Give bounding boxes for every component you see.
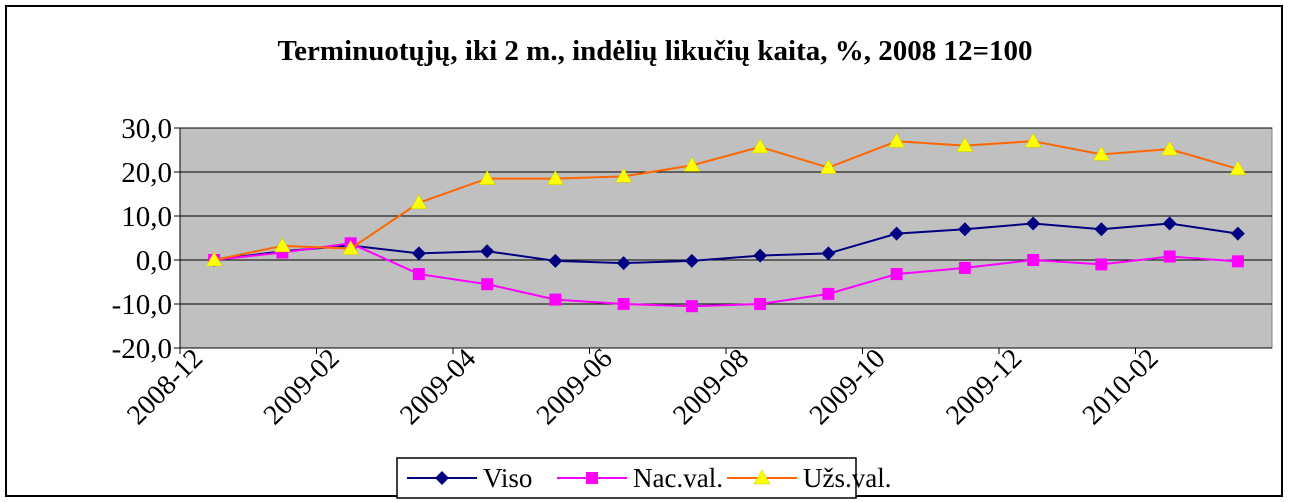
- y-tick-label: -10,0: [112, 289, 172, 321]
- y-tick-label: 0,0: [136, 245, 172, 277]
- data-point: [205, 251, 223, 267]
- chart-title: Terminuotųjų, iki 2 m., indėlių likučių …: [277, 35, 1033, 67]
- data-point: [546, 170, 564, 185]
- y-tick-label: -20,0: [112, 333, 172, 365]
- data-point: [1027, 254, 1040, 266]
- data-point: [478, 170, 496, 185]
- data-point: [1163, 250, 1176, 263]
- data-point: [683, 156, 701, 172]
- y-tick-label: 10,0: [121, 201, 172, 233]
- series-line: [213, 222, 1239, 265]
- data-point: [273, 237, 291, 253]
- y-tick-label: 20,0: [121, 157, 172, 189]
- series-line: [213, 140, 1239, 261]
- data-point: [615, 167, 633, 183]
- data-point: [412, 268, 425, 281]
- data-point: [481, 278, 494, 291]
- series-line: [214, 242, 1238, 308]
- data-point: [1024, 132, 1042, 148]
- data-point: [342, 240, 360, 255]
- legend-marker: [586, 472, 598, 484]
- data-point: [410, 194, 428, 210]
- legend-label: Viso: [483, 463, 532, 493]
- data-point: [819, 159, 837, 174]
- data-point: [1162, 216, 1177, 231]
- data-point: [616, 256, 631, 271]
- data-point: [1230, 226, 1245, 241]
- data-point: [1092, 145, 1110, 161]
- data-point: [1231, 255, 1244, 268]
- data-point: [754, 298, 767, 310]
- data-point: [888, 132, 906, 148]
- data-point: [958, 261, 971, 274]
- data-point: [890, 268, 903, 281]
- data-point: [549, 293, 562, 306]
- data-point: [1229, 160, 1247, 176]
- data-point: [685, 300, 698, 313]
- data-point: [753, 248, 768, 263]
- data-point: [1161, 140, 1179, 156]
- legend-marker: [435, 471, 449, 485]
- data-point: [1026, 216, 1041, 231]
- plot-area: [179, 127, 1273, 349]
- legend-marker: [753, 469, 771, 485]
- data-point: [548, 253, 563, 268]
- y-tick-label: 30,0: [121, 113, 172, 145]
- data-point: [751, 138, 769, 154]
- data-point: [957, 222, 972, 237]
- legend-label: Užs.val.: [803, 463, 891, 493]
- data-point: [411, 246, 426, 261]
- data-point: [822, 287, 835, 300]
- data-point: [956, 137, 974, 152]
- data-point: [1094, 222, 1109, 237]
- data-point: [684, 253, 699, 268]
- legend-label: Nac.val.: [633, 463, 723, 493]
- data-point: [821, 246, 836, 261]
- data-point: [1095, 258, 1108, 271]
- data-point: [480, 244, 495, 259]
- data-point: [617, 298, 630, 310]
- data-point: [889, 226, 904, 241]
